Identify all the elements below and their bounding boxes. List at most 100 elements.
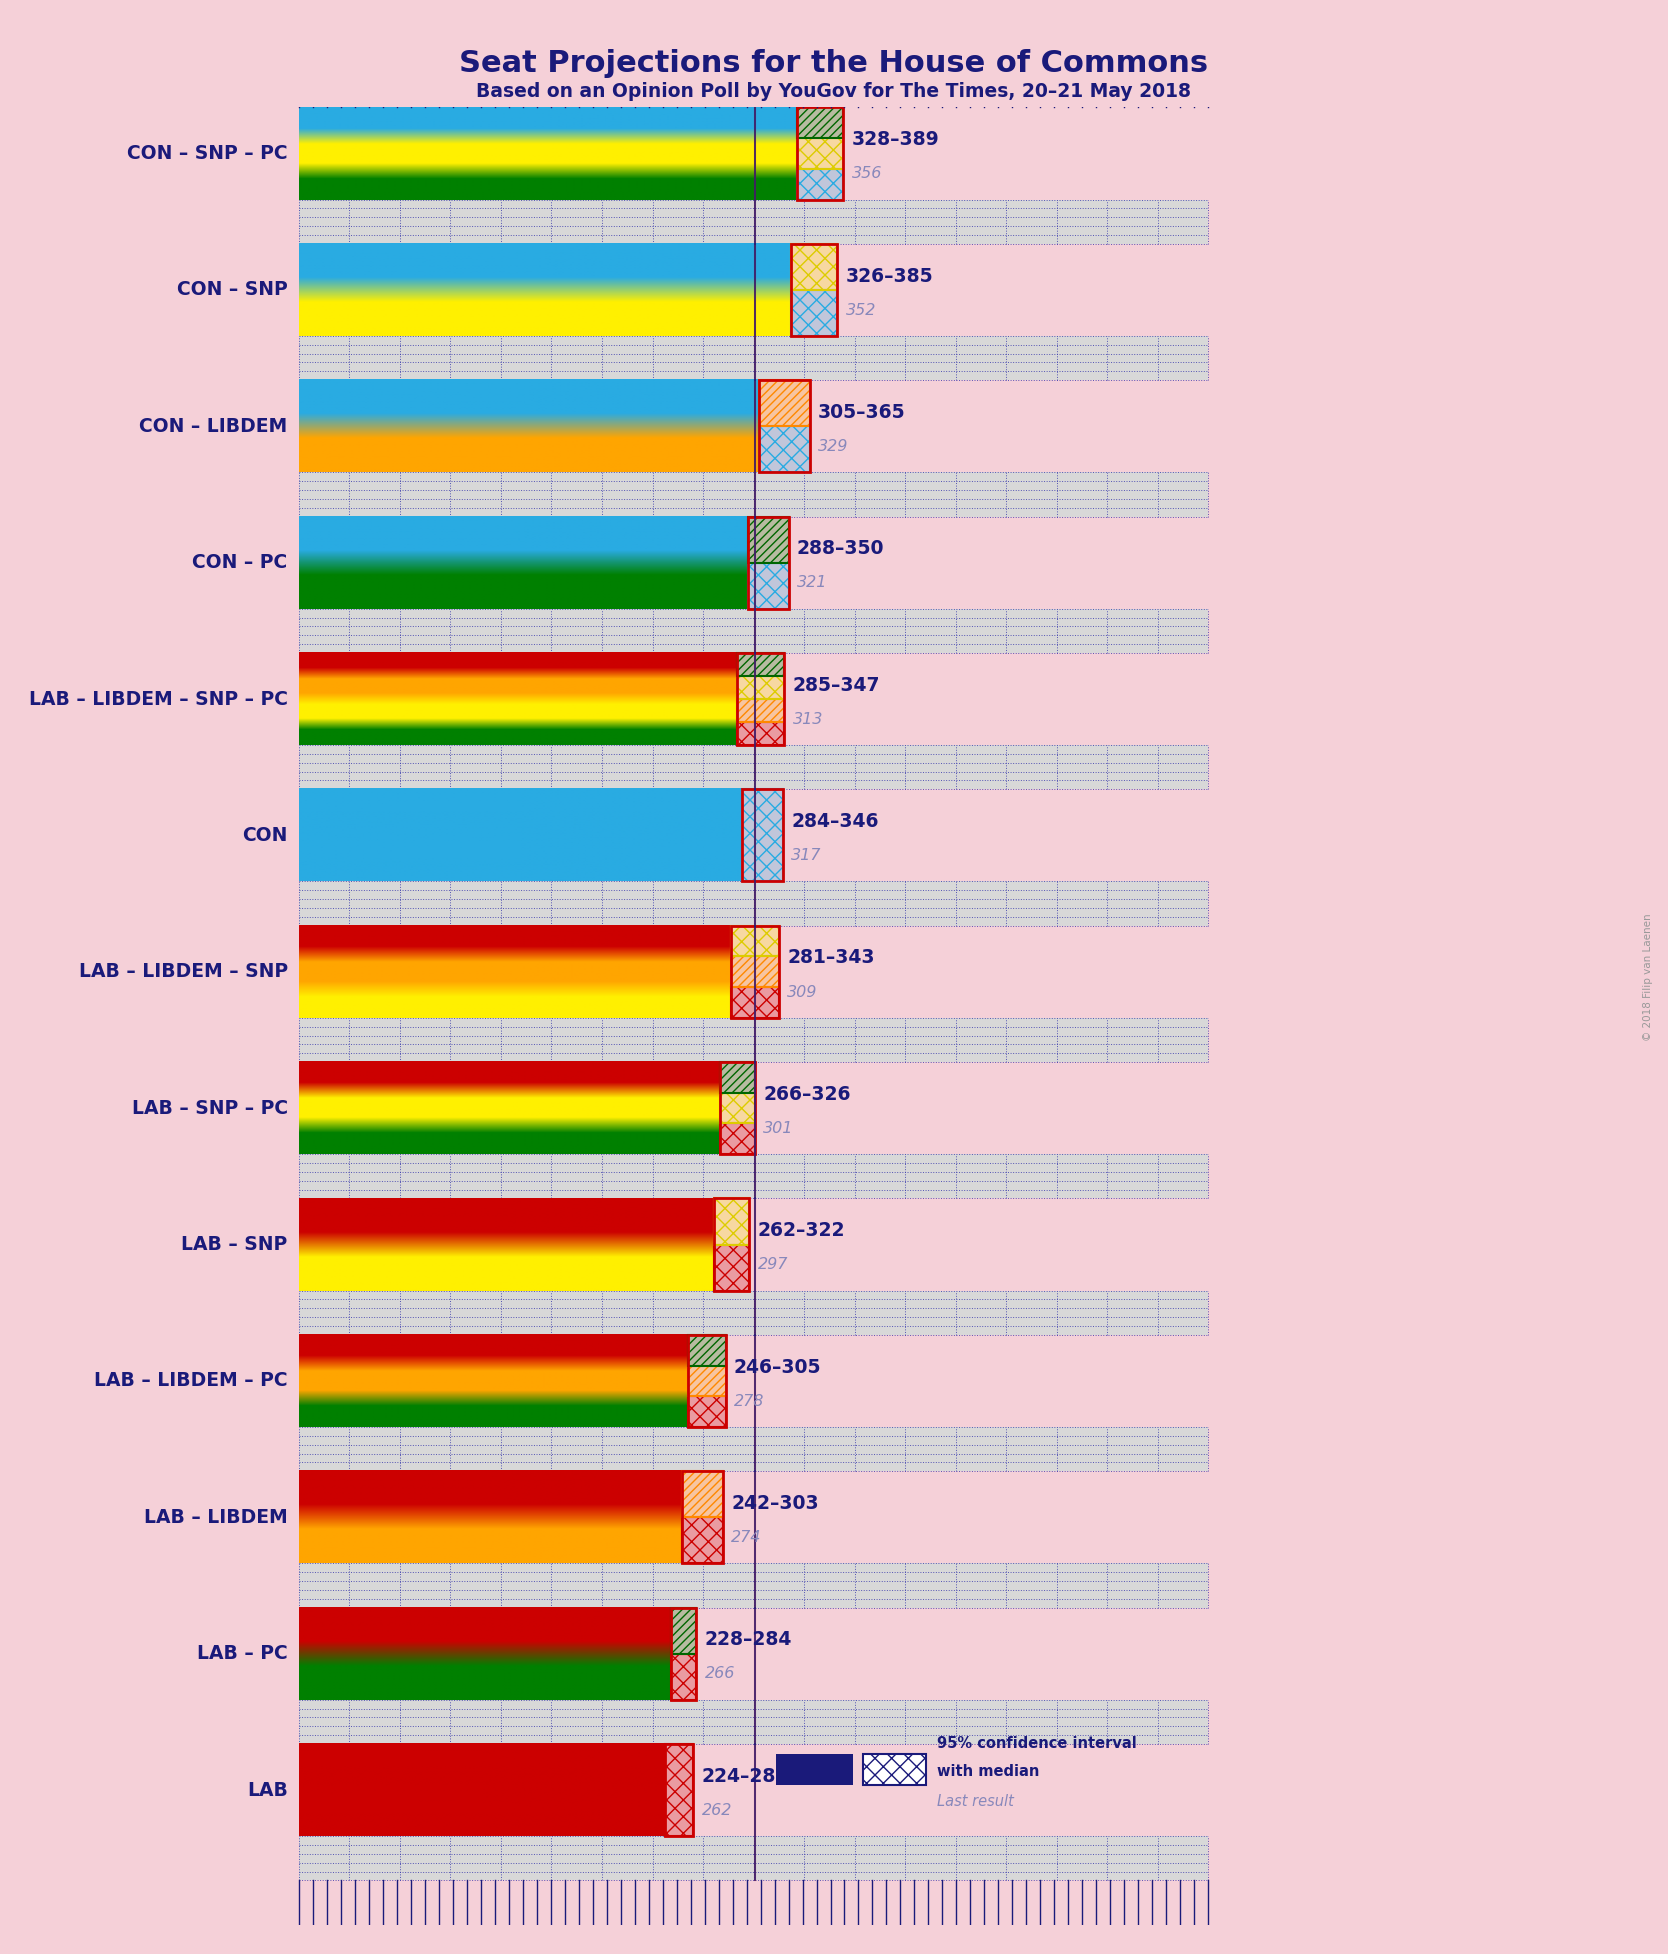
Text: LAB – SNP: LAB – SNP	[182, 1235, 287, 1254]
Text: 284–346: 284–346	[791, 813, 879, 830]
Text: 288–350: 288–350	[797, 539, 884, 559]
Bar	[737, 653, 784, 744]
Bar	[671, 1608, 696, 1653]
Text: 352: 352	[846, 303, 876, 319]
Bar	[731, 956, 779, 987]
Bar	[299, 1563, 1208, 1608]
Text: 356: 356	[851, 166, 882, 182]
Bar	[759, 381, 809, 426]
Bar	[721, 1063, 756, 1092]
Text: LAB – SNP – PC: LAB – SNP – PC	[132, 1098, 287, 1118]
Bar	[759, 381, 809, 473]
Text: 262: 262	[702, 1804, 732, 1817]
Bar	[791, 244, 837, 336]
Bar	[682, 1471, 722, 1516]
Text: 297: 297	[757, 1256, 789, 1272]
Bar	[759, 426, 809, 473]
Bar	[299, 1155, 1208, 1198]
Bar	[791, 289, 837, 336]
Bar	[666, 1745, 694, 1837]
Bar	[671, 1653, 696, 1700]
Bar	[721, 1092, 756, 1124]
Bar	[299, 199, 1208, 244]
Bar	[721, 1124, 756, 1155]
Bar	[737, 676, 784, 700]
Bar	[299, 608, 1208, 653]
Text: 266–326: 266–326	[764, 1084, 851, 1104]
Bar	[731, 926, 779, 1018]
Bar	[299, 473, 1208, 516]
Text: 313: 313	[792, 711, 822, 727]
Bar	[687, 1397, 726, 1426]
Bar	[714, 1198, 749, 1290]
Text: 246–305: 246–305	[734, 1358, 821, 1376]
Text: 285–347: 285–347	[792, 676, 881, 696]
Bar	[666, 1745, 694, 1837]
Bar	[299, 1290, 1208, 1335]
Text: CON – LIBDEM: CON – LIBDEM	[140, 416, 287, 436]
Bar	[797, 107, 842, 139]
Text: 329: 329	[817, 440, 849, 453]
Text: Last result: Last result	[937, 1794, 1014, 1809]
Bar	[299, 1018, 1208, 1063]
Text: with median: with median	[937, 1764, 1039, 1778]
Bar	[721, 1063, 756, 1155]
Text: CON – SNP – PC: CON – SNP – PC	[127, 145, 287, 162]
Text: LAB – LIBDEM – SNP: LAB – LIBDEM – SNP	[78, 961, 287, 981]
Bar	[714, 1245, 749, 1290]
Bar	[742, 789, 782, 881]
Text: CON – PC: CON – PC	[192, 553, 287, 573]
Text: 301: 301	[764, 1122, 794, 1135]
Bar	[731, 987, 779, 1018]
Bar	[299, 1700, 1208, 1745]
Bar	[742, 789, 782, 881]
Text: LAB – LIBDEM: LAB – LIBDEM	[143, 1508, 287, 1526]
Bar	[682, 1471, 722, 1563]
Bar	[862, 1755, 926, 1784]
Bar	[687, 1366, 726, 1397]
Bar	[687, 1335, 726, 1366]
Bar	[731, 926, 779, 956]
Text: LAB – LIBDEM – SNP – PC: LAB – LIBDEM – SNP – PC	[28, 690, 287, 709]
Text: 242–303: 242–303	[731, 1495, 819, 1512]
Text: 95% confidence interval: 95% confidence interval	[937, 1737, 1136, 1751]
Bar	[687, 1335, 726, 1426]
Text: 224–282: 224–282	[702, 1766, 789, 1786]
Bar	[797, 139, 842, 168]
Bar	[747, 563, 789, 608]
Text: 281–343: 281–343	[787, 948, 874, 967]
Text: 321: 321	[797, 574, 827, 590]
Bar	[791, 244, 837, 289]
Bar	[737, 723, 784, 744]
Bar	[299, 744, 1208, 789]
Bar	[747, 516, 789, 608]
Text: Seat Projections for the House of Commons: Seat Projections for the House of Common…	[459, 49, 1209, 78]
Text: 309: 309	[787, 985, 817, 1000]
Bar	[737, 700, 784, 723]
Text: LAB: LAB	[247, 1780, 287, 1800]
Text: CON: CON	[242, 827, 287, 844]
Text: 228–284: 228–284	[704, 1630, 792, 1649]
Bar	[797, 107, 842, 199]
Bar	[797, 168, 842, 199]
Text: 305–365: 305–365	[817, 403, 906, 422]
Bar	[737, 653, 784, 676]
Text: LAB – PC: LAB – PC	[197, 1643, 287, 1663]
Text: 266: 266	[704, 1667, 736, 1680]
Bar	[776, 1755, 852, 1784]
Bar	[299, 881, 1208, 926]
Bar	[671, 1608, 696, 1700]
Bar	[682, 1516, 722, 1563]
Text: 326–385: 326–385	[846, 266, 934, 285]
Bar	[714, 1198, 749, 1245]
Text: LAB – LIBDEM – PC: LAB – LIBDEM – PC	[93, 1372, 287, 1391]
Bar	[299, 1837, 1208, 1880]
Text: 278: 278	[734, 1393, 764, 1409]
Bar	[299, 1426, 1208, 1471]
Text: © 2018 Filip van Laenen: © 2018 Filip van Laenen	[1643, 913, 1653, 1041]
Bar	[299, 336, 1208, 381]
Text: 262–322: 262–322	[757, 1221, 846, 1241]
Text: 317: 317	[791, 848, 822, 864]
Text: 274: 274	[731, 1530, 762, 1546]
Text: 328–389: 328–389	[851, 131, 939, 149]
